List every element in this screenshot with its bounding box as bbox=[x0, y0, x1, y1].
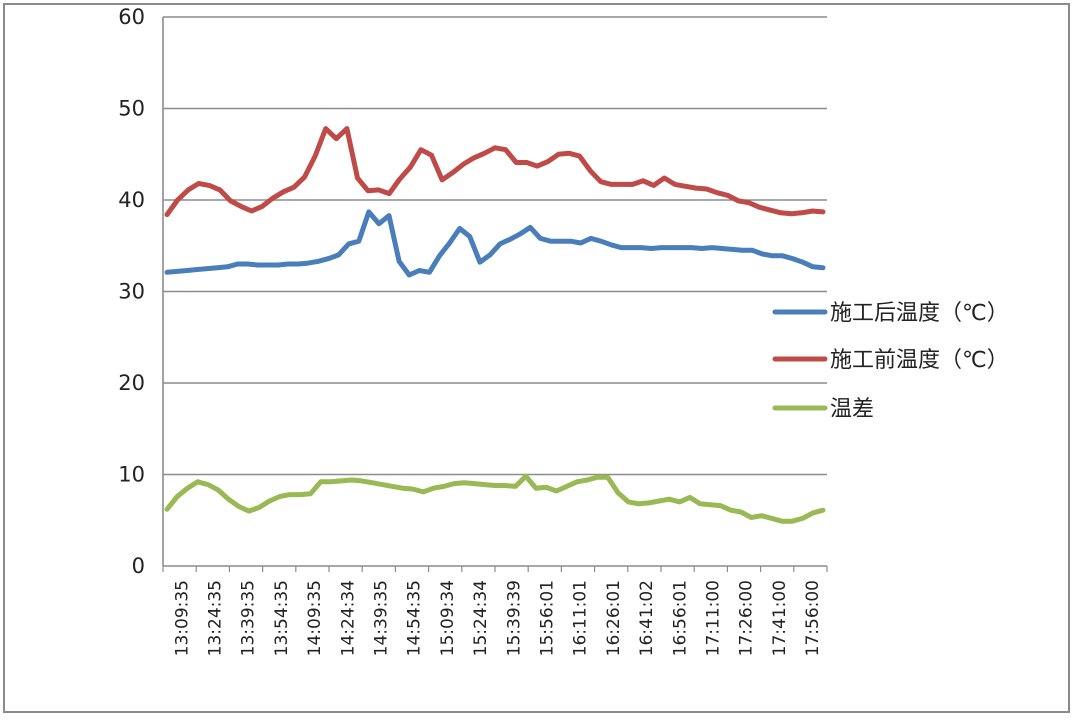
series-lines bbox=[164, 126, 826, 524]
x-tick-label: 15:09:34 bbox=[438, 580, 458, 656]
x-tick-label: 15:24:34 bbox=[471, 580, 491, 656]
x-tick-label: 16:41:02 bbox=[637, 580, 657, 656]
x-tick-label: 15:39:39 bbox=[504, 580, 524, 656]
x-tick-label: 17:41:00 bbox=[770, 580, 790, 656]
x-tick-label: 16:11:01 bbox=[571, 580, 591, 656]
legend-label-2: 施工前温度（℃） bbox=[830, 348, 1009, 373]
x-tick-label: 14:09:35 bbox=[305, 580, 325, 656]
y-tick-label: 60 bbox=[118, 5, 145, 29]
x-tick-label: 16:26:01 bbox=[604, 580, 624, 656]
y-tick-label: 10 bbox=[118, 463, 145, 487]
x-tick-label: 13:54:35 bbox=[272, 580, 292, 656]
series-line-3 bbox=[164, 473, 826, 524]
series-line-1 bbox=[164, 209, 826, 278]
x-tick-label: 14:24:34 bbox=[338, 580, 358, 656]
legend-label-3: 温差 bbox=[830, 397, 874, 422]
x-tick-label: 14:39:35 bbox=[371, 580, 391, 656]
x-tick-label: 17:56:00 bbox=[803, 580, 823, 656]
x-axis-tick-labels: 13:09:35 13:24:35 13:39:35 13:54:35 14:09:35… bbox=[172, 580, 823, 656]
x-tick-label: 16:56:01 bbox=[670, 580, 690, 656]
y-axis-tick-labels: 0 10 20 30 40 50 60 bbox=[118, 5, 145, 578]
y-tick-label: 50 bbox=[118, 97, 145, 121]
series-line-2 bbox=[164, 126, 826, 218]
legend: 施工后温度（℃） 施工前温度（℃） 温差 bbox=[772, 301, 1009, 422]
x-tick-label: 15:56:01 bbox=[537, 580, 557, 656]
x-tick-label: 13:39:35 bbox=[239, 580, 259, 656]
axes bbox=[162, 17, 828, 572]
x-tick-label: 14:54:35 bbox=[405, 580, 425, 656]
x-tick-label: 17:11:00 bbox=[703, 580, 723, 656]
x-tick-label: 13:24:35 bbox=[205, 580, 225, 656]
x-tick-label: 13:09:35 bbox=[172, 580, 192, 656]
y-tick-label: 20 bbox=[118, 371, 145, 395]
y-tick-label: 40 bbox=[118, 188, 145, 212]
legend-label-1: 施工后温度（℃） bbox=[830, 301, 1009, 326]
chart-frame: 0 10 20 30 40 50 60 13:09:35 13:24:35 13:39:35 13… bbox=[3, 3, 1070, 713]
y-tick-label: 0 bbox=[132, 554, 145, 578]
y-tick-label: 30 bbox=[118, 280, 145, 304]
x-tick-label: 17:26:00 bbox=[737, 580, 757, 656]
